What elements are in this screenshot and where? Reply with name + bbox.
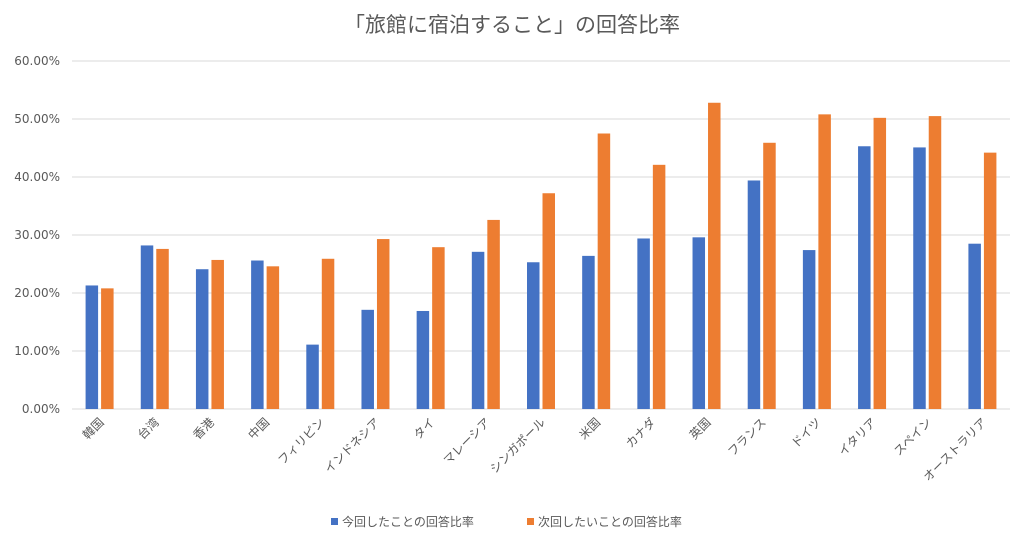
x-category-label: 韓国 xyxy=(80,415,107,442)
bar-series-1 xyxy=(195,269,209,409)
bar-series-1 xyxy=(637,238,650,409)
bar-series-1 xyxy=(582,255,595,409)
bar-series-1 xyxy=(306,344,319,409)
x-category-label: シンガポール xyxy=(487,415,548,476)
bar-series-2 xyxy=(597,133,611,409)
bar-series-2 xyxy=(376,239,390,409)
bar-series-2 xyxy=(708,102,721,409)
bar-series-1 xyxy=(85,285,99,409)
y-axis-tick-labels: 0.00% 10.00% 20.00% 30.00% 40.00% 50.00% 60.00… xyxy=(14,54,60,416)
bar-series-1 xyxy=(471,251,485,409)
x-category-label: フランス xyxy=(725,415,769,459)
bar-series-2 xyxy=(211,259,224,409)
x-category-label: 米国 xyxy=(576,415,603,442)
bar-series-1 xyxy=(858,146,871,409)
bar-series-2 xyxy=(818,114,831,410)
x-category-label: ドイツ xyxy=(789,415,824,450)
x-category-label: タイ xyxy=(411,415,438,442)
x-category-label: 中国 xyxy=(245,415,273,443)
x-category-label: スペイン xyxy=(891,415,934,458)
bar-series-1 xyxy=(747,180,761,409)
y-tick-label: 50.00% xyxy=(14,112,60,126)
x-category-label: カナダ xyxy=(622,415,658,451)
gridlines xyxy=(72,60,1010,410)
y-tick-label: 30.00% xyxy=(14,228,60,242)
legend-label-series-2: 次回したいことの回答比率 xyxy=(538,514,682,529)
bar-series-1 xyxy=(140,245,154,409)
bar-series-1 xyxy=(251,260,264,409)
bars xyxy=(85,102,997,410)
bar-series-1 xyxy=(968,243,981,409)
bar-series-2 xyxy=(873,117,887,409)
x-category-label: フィリピン xyxy=(275,415,327,467)
x-category-label: 英国 xyxy=(687,415,714,442)
y-tick-label: 60.00% xyxy=(14,54,60,68)
legend: 今回したことの回答比率 次回したいことの回答比率 xyxy=(331,514,682,529)
bar-series-2 xyxy=(266,266,280,409)
bar-series-2 xyxy=(156,248,169,409)
bar-series-2 xyxy=(763,142,776,409)
bar-series-2 xyxy=(321,258,335,409)
legend-swatch-series-2 xyxy=(527,518,534,525)
y-tick-label: 0.00% xyxy=(22,402,60,416)
bar-series-2 xyxy=(487,219,500,409)
bar-series-2 xyxy=(542,193,555,409)
bar-series-2 xyxy=(928,116,942,409)
bar-series-1 xyxy=(527,262,540,409)
chart-title: 「旅館に宿泊すること」の回答比率 xyxy=(344,13,680,37)
bar-series-2 xyxy=(432,247,445,409)
y-tick-label: 10.00% xyxy=(14,344,60,358)
x-category-label: インドネシア xyxy=(322,415,383,476)
bar-series-1 xyxy=(802,250,816,409)
x-axis-category-labels: 韓国 台湾 香港 中国 フィリピンインドネシア タイ マレーシアシンガポール 米国 カナダ 英国フ… xyxy=(80,415,990,485)
x-category-label: 台湾 xyxy=(134,415,162,443)
bar-series-2 xyxy=(652,164,666,409)
bar-series-1 xyxy=(913,147,926,410)
bar-series-1 xyxy=(361,309,374,409)
legend-swatch-series-1 xyxy=(331,518,338,525)
y-tick-label: 40.00% xyxy=(14,170,60,184)
bar-series-1 xyxy=(416,310,430,409)
bar-series-1 xyxy=(692,237,706,409)
y-tick-label: 20.00% xyxy=(14,286,60,300)
bar-series-2 xyxy=(983,152,997,409)
x-category-label: イタリア xyxy=(836,415,880,459)
legend-label-series-1: 今回したことの回答比率 xyxy=(342,514,474,529)
bar-series-2 xyxy=(101,288,114,409)
x-category-label: マレーシア xyxy=(441,415,493,467)
x-category-label: 香港 xyxy=(190,415,217,442)
